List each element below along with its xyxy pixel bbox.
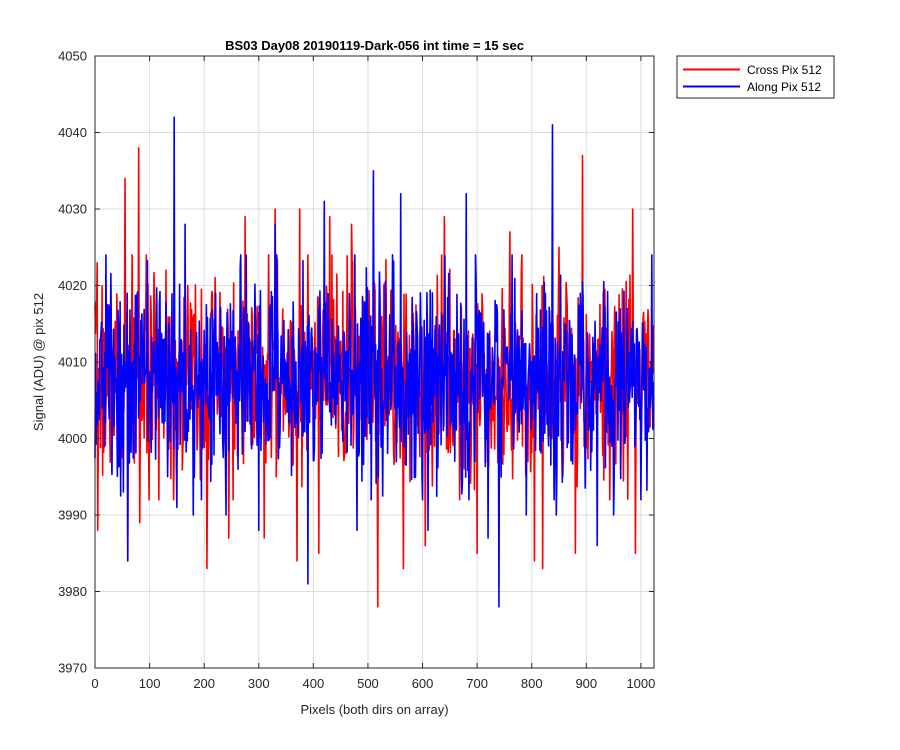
x-tick-label: 100 xyxy=(139,676,161,691)
y-tick-label: 4000 xyxy=(58,431,87,446)
y-tick-label: 4010 xyxy=(58,355,87,370)
x-tick-label: 1000 xyxy=(626,676,655,691)
y-tick-label: 4040 xyxy=(58,125,87,140)
y-tick-label: 3970 xyxy=(58,661,87,676)
x-tick-label: 300 xyxy=(248,676,270,691)
x-tick-label: 700 xyxy=(466,676,488,691)
y-axis-label: Signal (ADU) @ pix 512 xyxy=(31,293,46,431)
y-tick-label: 4050 xyxy=(58,49,87,64)
x-tick-label: 500 xyxy=(357,676,379,691)
x-tick-labels: 0 100 200 300 400 500 600 700 800 900 1000 xyxy=(91,676,655,691)
y-tick-label: 3980 xyxy=(58,584,87,599)
x-tick-label: 600 xyxy=(412,676,434,691)
x-axis-label: Pixels (both dirs on array) xyxy=(300,702,448,717)
series-layer xyxy=(94,116,655,608)
legend-label-along-pix: Along Pix 512 xyxy=(747,80,821,94)
y-tick-label: 4020 xyxy=(58,278,87,293)
x-tick-label: 0 xyxy=(91,676,98,691)
y-tick-label: 3990 xyxy=(58,508,87,523)
x-tick-label: 400 xyxy=(303,676,325,691)
x-tick-label: 800 xyxy=(521,676,543,691)
chart-title: BS03 Day08 20190119-Dark-056 int time = … xyxy=(225,38,524,53)
legend: Cross Pix 512 Along Pix 512 xyxy=(676,55,835,99)
y-tick-labels: 3970 3980 3990 4000 4010 4020 4030 4040 4050 xyxy=(58,49,87,676)
legend-label-cross-pix: Cross Pix 512 xyxy=(747,63,822,77)
axis-ticks xyxy=(94,55,654,669)
x-tick-label: 900 xyxy=(575,676,597,691)
y-tick-label: 4030 xyxy=(58,202,87,217)
series-line-along-pix xyxy=(94,116,655,608)
x-tick-label: 200 xyxy=(193,676,215,691)
legend-box xyxy=(676,55,835,99)
